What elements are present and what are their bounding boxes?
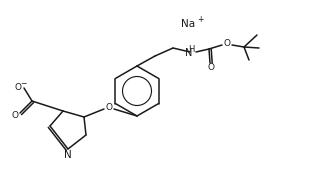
Text: N: N: [185, 48, 193, 58]
Text: Na: Na: [181, 19, 195, 29]
Text: N: N: [64, 150, 72, 160]
Text: O: O: [12, 111, 19, 121]
Text: −: −: [20, 79, 26, 89]
Text: O: O: [207, 64, 214, 73]
Text: O: O: [223, 39, 230, 47]
Text: O: O: [106, 104, 113, 113]
Text: +: +: [197, 14, 203, 24]
Text: O: O: [14, 83, 21, 92]
Text: H: H: [188, 45, 194, 54]
